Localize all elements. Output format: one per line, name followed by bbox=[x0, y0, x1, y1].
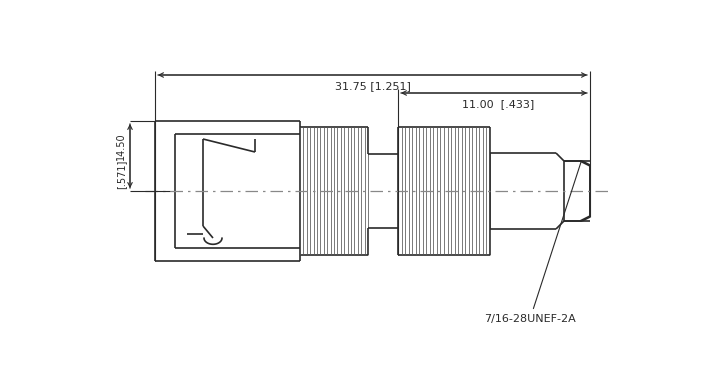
Text: [.571]: [.571] bbox=[116, 159, 126, 189]
Text: 14.50: 14.50 bbox=[116, 132, 126, 160]
Text: 11.00  [.433]: 11.00 [.433] bbox=[462, 99, 534, 109]
Text: 7/16-28UNEF-2A: 7/16-28UNEF-2A bbox=[484, 161, 581, 324]
Text: 31.75 [1.251]: 31.75 [1.251] bbox=[335, 81, 410, 91]
